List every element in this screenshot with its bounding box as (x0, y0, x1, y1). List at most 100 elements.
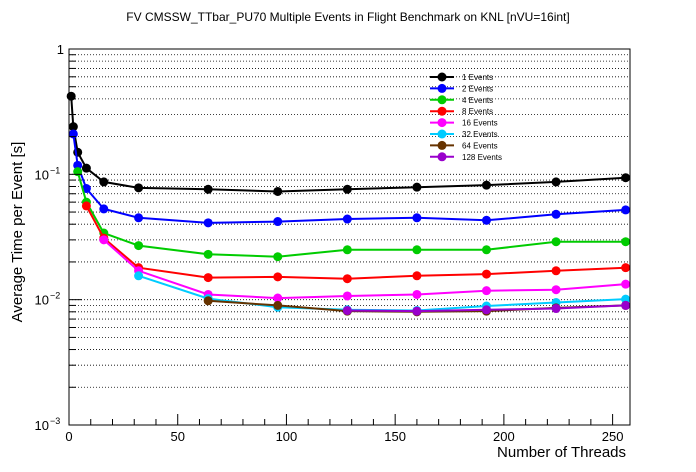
data-point (342, 305, 352, 315)
data-point (551, 209, 561, 219)
series-line (85, 205, 626, 280)
data-point (203, 296, 213, 306)
data-point (273, 300, 283, 310)
data-point (481, 215, 491, 225)
data-point (99, 204, 109, 214)
legend-marker (437, 152, 447, 162)
y-tick-label-exponent: −3 (50, 416, 60, 426)
data-point (551, 177, 561, 187)
data-point (481, 180, 491, 190)
legend-label: 16 Events (462, 119, 498, 128)
legend-marker (437, 140, 447, 150)
data-point (81, 201, 91, 211)
data-point (551, 266, 561, 276)
data-point (342, 184, 352, 194)
axes: 10 −310 −210 −110 50 100 150 200 250 (35, 42, 624, 444)
legend-label: 64 Events (462, 141, 498, 150)
data-point (342, 291, 352, 301)
data-point (134, 183, 144, 193)
legend-marker (437, 95, 447, 105)
data-point (203, 249, 213, 259)
data-point (621, 173, 631, 183)
legend-item: 4 Events (430, 95, 493, 105)
data-point (273, 217, 283, 227)
data-point (99, 235, 109, 245)
legend-item: 64 Events (430, 140, 498, 150)
data-point (481, 245, 491, 255)
data-point (481, 269, 491, 279)
data-point (134, 241, 144, 251)
grid (69, 54, 630, 388)
data-point (203, 273, 213, 283)
data-point (412, 182, 422, 192)
legend-marker (437, 118, 447, 128)
data-point (273, 272, 283, 282)
legend-item: 1 Events (430, 72, 493, 82)
data-point (273, 293, 283, 303)
legend-marker (437, 72, 447, 82)
legend-item: 2 Events (430, 83, 493, 93)
data-point (412, 245, 422, 255)
x-axis-label: Number of Threads (497, 444, 626, 461)
data-point (203, 184, 213, 194)
data-point (621, 300, 631, 310)
data-point (412, 306, 422, 316)
y-tick-label: 10 (35, 418, 49, 433)
data-point (481, 305, 491, 315)
data-point (342, 214, 352, 224)
series (68, 129, 631, 228)
legend-item: 32 Events (430, 129, 498, 139)
data-point (68, 122, 78, 132)
legend-label: 2 Events (462, 84, 493, 93)
legend-label: 8 Events (462, 107, 493, 116)
y-tick-label: 1 (57, 42, 64, 57)
y-tick-label-exponent: −2 (50, 291, 60, 301)
x-tick-label: 50 (170, 429, 184, 444)
data-point (621, 263, 631, 273)
data-point (551, 285, 561, 295)
data-point (203, 218, 213, 228)
data-point (551, 304, 561, 314)
chart-title: FV CMSSW_TTbar_PU70 Multiple Events in F… (126, 10, 569, 24)
y-tick-label: 10 (35, 293, 49, 308)
y-axis-label: Average Time per Event [s] (9, 142, 26, 323)
legend-label: 128 Events (462, 153, 502, 162)
data-point (273, 252, 283, 262)
series (81, 201, 631, 284)
x-tick-label: 100 (276, 429, 298, 444)
data-point (99, 177, 109, 187)
legend-label: 32 Events (462, 130, 498, 139)
data-point (412, 289, 422, 299)
data-point (621, 294, 631, 304)
legend-marker (437, 83, 447, 93)
data-point (621, 279, 631, 289)
data-point (481, 286, 491, 296)
data-point (134, 213, 144, 223)
series-layer (66, 91, 631, 317)
y-tick-label-exponent: −1 (50, 165, 60, 175)
legend-marker (437, 129, 447, 139)
legend: 1 Events 2 Events 4 Events 8 Events 16 Event… (430, 72, 502, 162)
data-point (342, 245, 352, 255)
legend-label: 4 Events (462, 96, 493, 105)
x-tick-label: 200 (493, 429, 515, 444)
data-point (134, 271, 144, 281)
data-point (621, 237, 631, 247)
data-point (342, 274, 352, 284)
plot-frame (68, 48, 631, 426)
series (342, 300, 631, 316)
legend-item: 8 Events (430, 106, 493, 116)
legend-item: 128 Events (430, 152, 502, 162)
x-tick-label: 150 (384, 429, 406, 444)
x-tick-label: 0 (65, 429, 72, 444)
legend-item: 16 Events (430, 118, 498, 128)
data-point (81, 163, 91, 173)
data-point (412, 271, 422, 281)
data-point (73, 160, 83, 170)
data-point (621, 205, 631, 215)
data-point (551, 237, 561, 247)
data-point (412, 213, 422, 223)
y-tick-label: 10 (35, 167, 49, 182)
legend-marker (437, 106, 447, 116)
